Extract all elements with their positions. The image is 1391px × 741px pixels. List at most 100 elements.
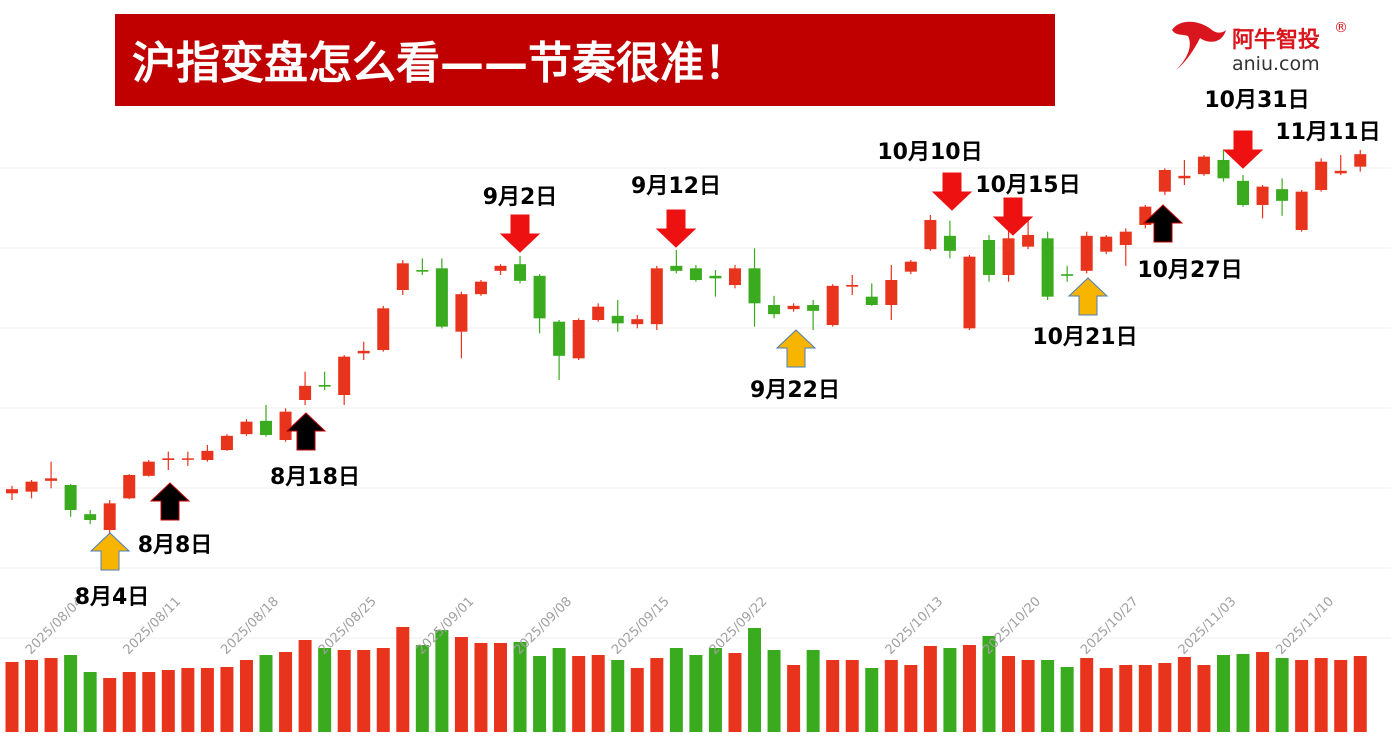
volume-bar — [962, 645, 976, 732]
annotation-label: 10月21日 — [1032, 325, 1137, 350]
volume-bar — [865, 668, 879, 732]
volume-bar — [200, 668, 214, 732]
candle-body — [1041, 238, 1054, 297]
chart-title: 沪指变盘怎么看——节奏很准！ — [132, 38, 748, 89]
candle-body — [1002, 238, 1015, 275]
volume-bar — [435, 630, 449, 732]
volume-bar — [5, 662, 19, 732]
annotation-arrow — [149, 482, 191, 521]
x-tick-label: 2025/09/15 — [609, 594, 673, 658]
candle-body — [64, 485, 77, 511]
candle-body — [592, 306, 605, 320]
candle-body — [1119, 231, 1132, 245]
candle-body — [279, 411, 292, 441]
annotation-label: 9月2日 — [483, 185, 558, 210]
x-tick-label: 2025/11/03 — [1176, 594, 1240, 658]
volume-bar — [337, 650, 351, 732]
volume-bar — [396, 627, 410, 732]
volume-bar — [611, 660, 625, 732]
candle-body — [25, 481, 38, 492]
candle-body — [396, 263, 409, 290]
volume-bar — [25, 660, 39, 732]
volume-bar — [533, 656, 547, 732]
candle-body — [709, 275, 722, 279]
logo-url: aniu.com — [1232, 53, 1320, 75]
annotation-arrow — [992, 197, 1034, 236]
annotation-label: 10月31日 — [1204, 88, 1309, 113]
annotation-arrow — [1222, 130, 1264, 169]
x-tick-label: 2025/08/18 — [218, 594, 282, 658]
annotation-label: 8月4日 — [75, 585, 150, 610]
candle-body — [865, 296, 878, 305]
volume-bar — [1236, 654, 1250, 732]
annotation-arrow — [1067, 277, 1109, 316]
candle-body — [943, 235, 956, 251]
x-tick-label: 2025/10/20 — [980, 594, 1044, 658]
candle-body — [435, 268, 448, 327]
candle-body — [611, 315, 624, 324]
volume-bar — [1197, 665, 1211, 732]
candle-body — [846, 284, 859, 287]
candle-body — [689, 268, 702, 280]
candle-body — [84, 514, 97, 521]
volume-bar — [1138, 665, 1152, 732]
volume-bar — [923, 646, 937, 732]
candle-body — [220, 435, 233, 451]
volume-bar — [279, 652, 293, 732]
volume-bar — [826, 660, 840, 732]
candle-body — [1158, 169, 1171, 192]
volume-bar — [1314, 658, 1328, 732]
volume-bar — [1353, 656, 1367, 732]
candle-body — [142, 461, 155, 476]
volume-bar — [44, 658, 58, 732]
candle-body — [904, 261, 917, 272]
candle-body — [123, 475, 136, 499]
candle-body — [377, 308, 390, 351]
annotation-label: 8月8日 — [138, 533, 213, 558]
logo-name: 阿牛智投 — [1232, 27, 1320, 53]
volume-bar — [689, 655, 703, 732]
title-banner — [115, 14, 1055, 106]
volume-bar — [298, 640, 312, 732]
x-tick-label: 2025/08/25 — [316, 594, 380, 658]
candle-body — [162, 458, 175, 461]
volume-bar — [1158, 663, 1172, 732]
volume-bar — [650, 658, 664, 732]
candle-body — [260, 420, 273, 436]
volume-bar — [982, 636, 996, 732]
annotation-label: 11月11日 — [1275, 120, 1380, 145]
candle-body — [826, 285, 839, 325]
grid — [0, 167, 1391, 639]
annotation-arrow — [89, 532, 131, 571]
volume-bar — [728, 653, 742, 732]
volume-bar — [708, 648, 722, 732]
volume-bar — [884, 660, 898, 732]
logo-mark: ® — [1334, 20, 1348, 36]
candle-body — [181, 458, 194, 460]
annotation-arrow — [931, 172, 973, 211]
volume-bar — [474, 643, 488, 732]
candle-body — [474, 281, 487, 295]
x-tick-label: 2025/11/10 — [1273, 594, 1337, 658]
volume-bar — [806, 650, 820, 732]
volume-bar — [1275, 658, 1289, 732]
candle-body — [240, 421, 253, 435]
candle-body — [728, 268, 741, 285]
volume-bar — [1177, 657, 1191, 732]
logo-icon — [1172, 21, 1226, 70]
volume-bar — [1041, 660, 1055, 732]
candle-body — [670, 265, 683, 271]
volume-bar — [1060, 667, 1074, 732]
candle-body — [1315, 161, 1328, 190]
annotation-label: 10月27日 — [1137, 258, 1242, 283]
volume-bar — [494, 643, 507, 732]
annotation-arrow — [1142, 204, 1184, 243]
volume-bar — [1334, 660, 1348, 732]
volume-bar — [1099, 668, 1113, 732]
annotation-label: 9月12日 — [631, 174, 721, 199]
volume-bar — [767, 650, 781, 732]
volume-bar — [239, 660, 253, 732]
volume-bar — [122, 672, 136, 732]
volume-bar — [1002, 656, 1016, 732]
